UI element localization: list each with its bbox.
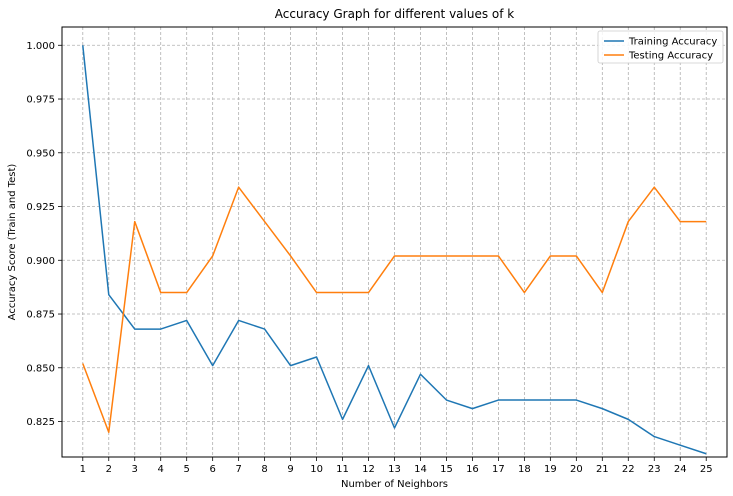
x-tick-label: 6: [209, 464, 215, 475]
x-tick-label: 16: [466, 464, 479, 475]
x-tick-label: 11: [336, 464, 349, 475]
legend-label: Training Accuracy: [628, 37, 717, 48]
x-tick-label: 17: [492, 464, 505, 475]
x-tick-label: 9: [287, 464, 293, 475]
legend-box: [597, 30, 724, 64]
x-tick-label: 20: [570, 464, 583, 475]
legend-label: Testing Accuracy: [628, 51, 713, 62]
x-tick-label: 8: [261, 464, 267, 475]
x-tick-label: 22: [622, 464, 635, 475]
y-tick-label: 0.875: [26, 310, 55, 321]
x-tick-label: 2: [106, 464, 112, 475]
x-tick-label: 5: [184, 464, 190, 475]
y-tick-label: 0.925: [26, 202, 55, 213]
y-tick-label: 0.825: [26, 417, 55, 428]
y-tick-label: 0.975: [26, 95, 55, 106]
x-tick-label: 14: [414, 464, 427, 475]
x-tick-label: 18: [518, 464, 531, 475]
x-tick-label: 4: [158, 464, 164, 475]
x-tick-label: 10: [310, 464, 323, 475]
x-axis-ticks: 1 2 3 4 5 6 7 8 9 10 11 12 13 14 15 16 17 18 19 20 21 22 23 24 2…: [80, 457, 713, 475]
series-line-testing-accuracy: [82, 186, 707, 434]
x-tick-label: 21: [596, 464, 609, 475]
y-axis-label: Accuracy Score (Train and Test): [7, 164, 18, 321]
chart-title: Accuracy Graph for different values of k: [275, 7, 515, 21]
y-tick-label: 0.900: [26, 256, 55, 267]
x-tick-label: 1: [80, 464, 86, 475]
x-tick-label: 12: [362, 464, 375, 475]
x-tick-label: 25: [700, 464, 713, 475]
series-lines: [82, 45, 707, 455]
x-tick-label: 23: [648, 464, 661, 475]
x-tick-label: 24: [674, 464, 687, 475]
series-line-training-accuracy: [82, 45, 707, 455]
x-tick-label: 13: [388, 464, 401, 475]
x-tick-label: 15: [440, 464, 453, 475]
x-tick-label: 7: [235, 464, 241, 475]
y-tick-label: 0.850: [26, 363, 55, 374]
legend: Training Accuracy Testing Accuracy: [597, 30, 724, 64]
x-axis-label: Number of Neighbors: [341, 479, 448, 490]
y-tick-label: 0.950: [26, 148, 55, 159]
y-axis-ticks: 0.825 0.850 0.875 0.900 0.925 0.950 0.975 1.000: [26, 41, 62, 428]
x-tick-label: 19: [544, 464, 557, 475]
y-tick-label: 1.000: [26, 41, 55, 52]
grid: [62, 27, 727, 457]
x-tick-label: 3: [132, 464, 138, 475]
